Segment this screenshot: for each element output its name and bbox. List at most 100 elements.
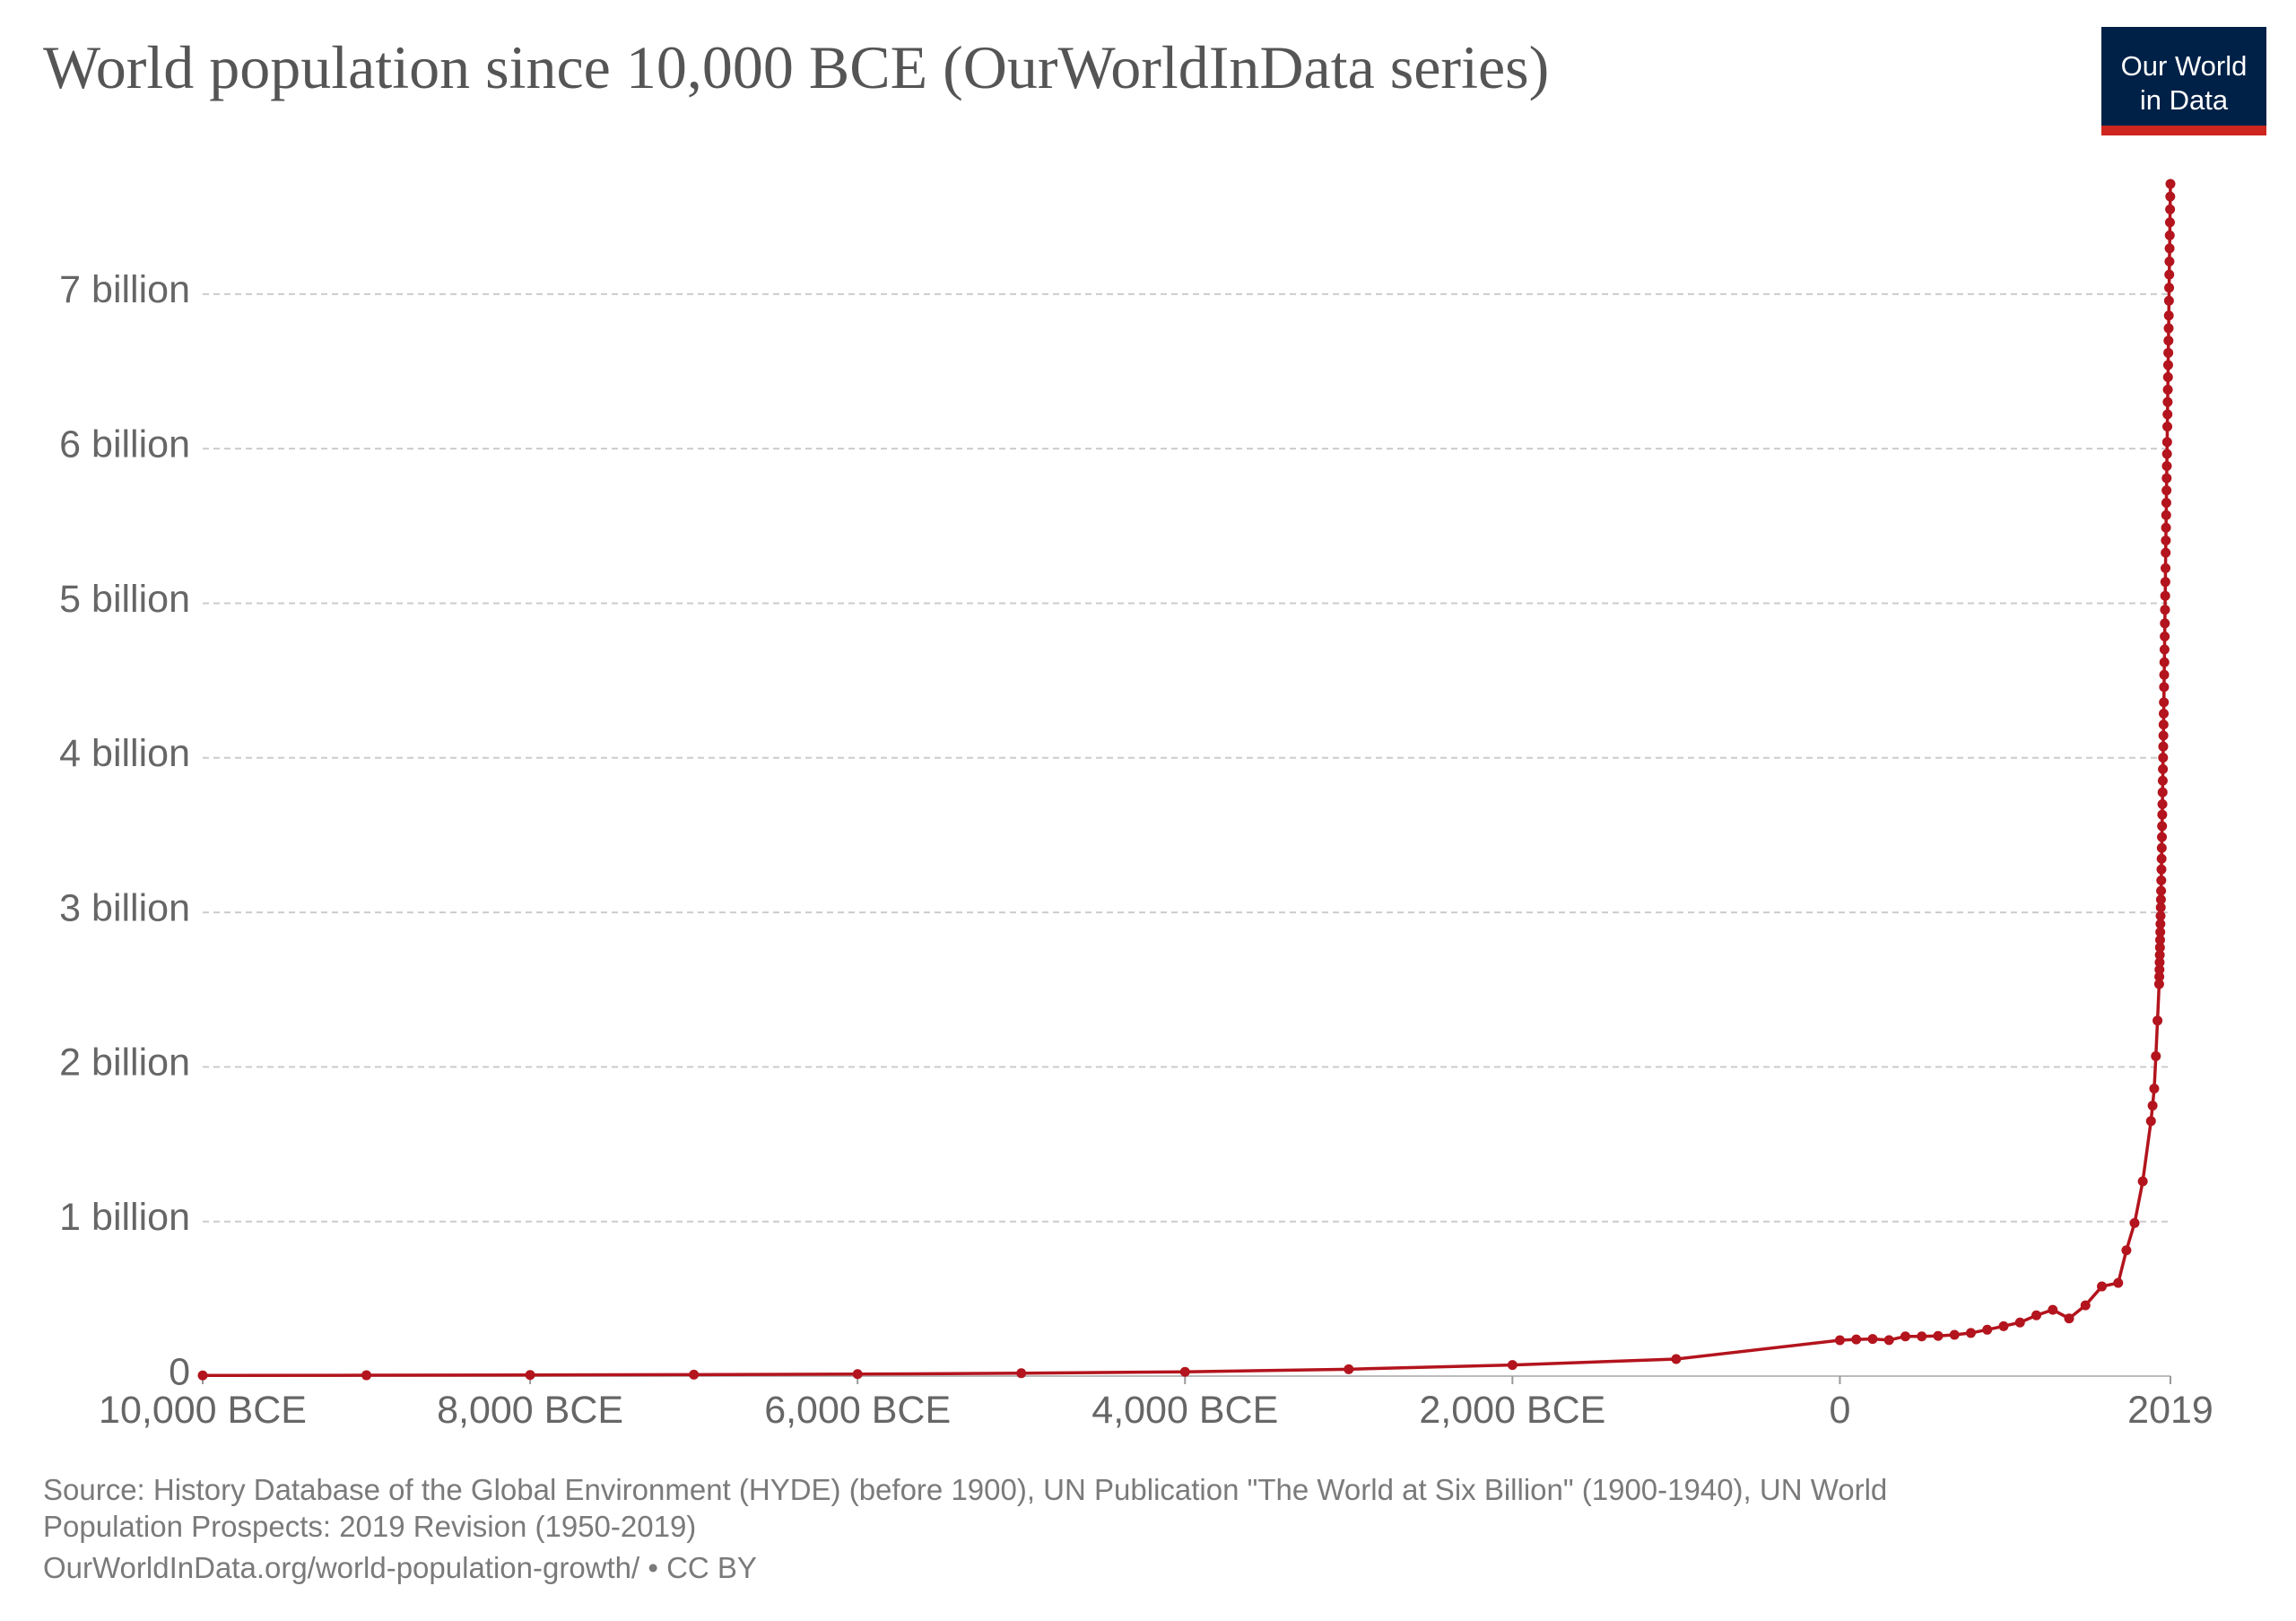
data-point: [1949, 1329, 1960, 1340]
data-point: [2160, 618, 2170, 629]
data-point: [2160, 577, 2170, 588]
data-point: [2156, 842, 2167, 853]
data-point: [1851, 1334, 1862, 1345]
data-point: [2151, 1050, 2161, 1061]
logo-box: [2101, 27, 2266, 135]
y-tick-label: 2 billion: [59, 1041, 190, 1085]
data-point: [2162, 409, 2173, 420]
data-point: [2163, 347, 2174, 358]
data-point: [2156, 875, 2167, 885]
data-point: [2159, 697, 2170, 708]
data-point: [2161, 536, 2171, 546]
data-point: [2152, 1015, 2163, 1026]
source: Population Prospects: 2019 Revision (195…: [43, 1510, 696, 1543]
data-point: [2097, 1281, 2108, 1292]
data-point: [2155, 919, 2166, 929]
data-point: [1998, 1320, 2009, 1331]
data-point: [2158, 741, 2169, 752]
data-point: [2161, 522, 2171, 533]
data-point: [1900, 1331, 1910, 1342]
data-point: [2153, 979, 2164, 989]
data-point: [2080, 1300, 2091, 1311]
x-tick-label: 2019: [2127, 1389, 2213, 1432]
data-point: [2161, 562, 2171, 573]
data-point: [1883, 1335, 1894, 1346]
data-point: [2113, 1277, 2124, 1288]
data-point: [2155, 927, 2166, 937]
data-point: [2157, 775, 2168, 786]
x-tick-label: 8,000 BCE: [437, 1389, 623, 1432]
y-tick-label: 7 billion: [59, 268, 190, 311]
data-point: [2159, 644, 2170, 655]
data-point: [2158, 753, 2169, 763]
data-point: [2161, 510, 2171, 520]
data-point: [2163, 336, 2174, 346]
data-point: [2160, 632, 2170, 642]
data-point: [2155, 894, 2166, 905]
series-line: [202, 183, 2172, 1377]
y-tick-label: 5 billion: [59, 578, 190, 621]
data-point: [2155, 911, 2166, 921]
data-point: [2164, 283, 2175, 293]
data-point: [2163, 323, 2174, 334]
data-point: [2156, 864, 2167, 875]
data-point: [2121, 1245, 2132, 1256]
data-point: [2158, 730, 2169, 741]
data-point: [2157, 798, 2168, 809]
data-point: [2014, 1317, 2025, 1328]
data-point: [525, 1370, 535, 1381]
data-point: [2160, 590, 2170, 601]
data-point: [2145, 1116, 2156, 1127]
data-point: [2155, 902, 2166, 913]
data-point: [2161, 449, 2172, 459]
data-point: [2064, 1313, 2074, 1324]
data-point: [2129, 1217, 2140, 1228]
data-point: [1671, 1354, 1682, 1364]
data-point: [2031, 1310, 2041, 1320]
data-point: [197, 1370, 208, 1381]
y-tick-label: 3 billion: [59, 886, 190, 929]
data-point: [2147, 1100, 2158, 1111]
data-point: [2159, 669, 2170, 680]
data-point: [2163, 295, 2174, 306]
data-point: [361, 1370, 372, 1381]
x-tick-label: 6,000 BCE: [764, 1389, 951, 1432]
data-point: [2159, 682, 2170, 693]
logo-strip: [2101, 126, 2266, 135]
data-point: [2159, 657, 2170, 667]
data-point: [2157, 809, 2168, 820]
data-point: [2161, 485, 2172, 496]
data-point: [1834, 1335, 1845, 1346]
data-point: [2163, 310, 2174, 321]
data-point: [2154, 957, 2165, 968]
data-point: [2157, 787, 2168, 797]
data-point: [2154, 964, 2165, 975]
data-point: [1867, 1334, 1878, 1345]
data-point: [2157, 832, 2168, 842]
x-tick-label: 2,000 BCE: [1419, 1389, 1605, 1432]
data-point: [2149, 1084, 2160, 1094]
data-point: [2158, 763, 2169, 774]
logo-text: Our World: [2121, 50, 2248, 82]
data-point: [2161, 437, 2172, 448]
data-point: [1917, 1331, 1927, 1342]
data-point: [2158, 719, 2169, 730]
data-point: [2137, 1176, 2148, 1187]
data-point: [2162, 371, 2173, 382]
data-point: [2048, 1304, 2058, 1315]
x-tick-label: 4,000 BCE: [1091, 1389, 1278, 1432]
data-point: [2162, 384, 2173, 395]
data-point: [2154, 972, 2165, 982]
data-point: [1965, 1328, 1976, 1338]
data-point: [1507, 1360, 1518, 1371]
data-point: [2164, 230, 2175, 240]
data-point: [2156, 885, 2167, 896]
data-point: [2165, 179, 2176, 189]
data-point: [1179, 1366, 1190, 1377]
data-point: [2162, 397, 2173, 407]
data-point: [2154, 950, 2165, 961]
data-point: [1933, 1330, 1944, 1341]
source: OurWorldInData.org/world-population-grow…: [43, 1551, 757, 1584]
data-point: [2161, 460, 2172, 471]
